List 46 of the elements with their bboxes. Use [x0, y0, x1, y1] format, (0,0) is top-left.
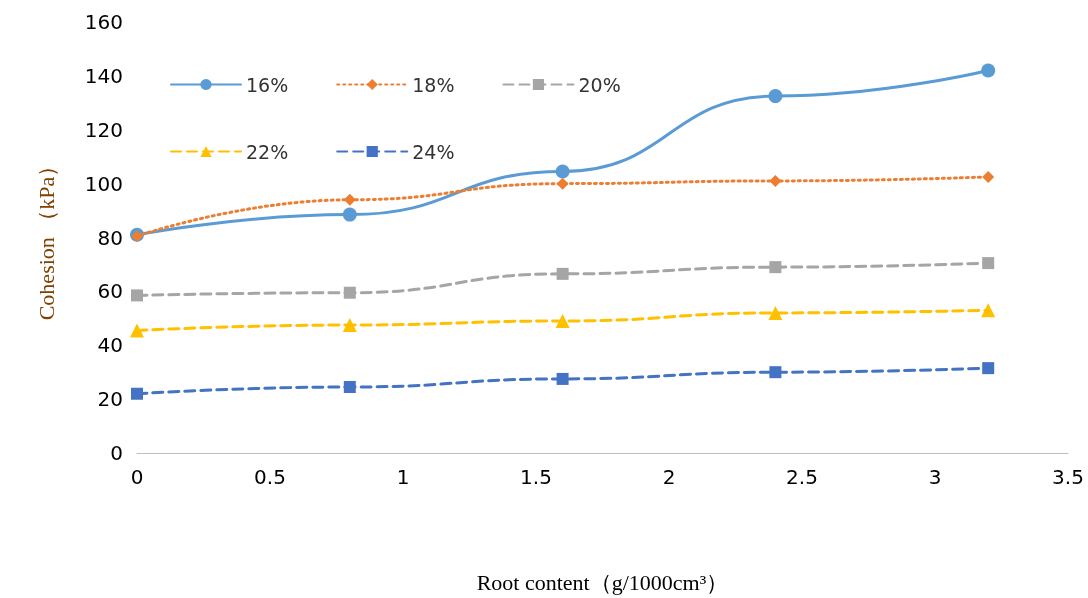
point [343, 381, 356, 393]
point [982, 257, 995, 270]
y-axis-title: Cohesion （kPa） [33, 154, 59, 321]
x-axis-title: Root content（g/1000cm³） [476, 569, 729, 595]
point [131, 289, 143, 302]
x-tick-label: 1 [396, 465, 410, 489]
point [982, 170, 995, 183]
legend-label: 20% [578, 73, 621, 96]
y-tick-label: 0 [110, 441, 123, 465]
x-tick-label: 2.5 [786, 465, 818, 489]
point [769, 366, 782, 379]
x-tick-label: 1.5 [520, 465, 552, 489]
legend-label: 18% [412, 73, 455, 96]
legend-label: 24% [412, 140, 455, 163]
point [556, 177, 569, 190]
x-tick-label: 3 [928, 465, 942, 489]
legend-label: 22% [246, 140, 289, 163]
point [768, 305, 783, 320]
point [769, 174, 782, 187]
y-tick-label: 80 [97, 225, 123, 250]
point [981, 303, 996, 318]
x-tick-label: 0 [130, 465, 144, 489]
point [982, 362, 995, 375]
y-tick-label: 20 [97, 387, 123, 412]
y-tick-label: 100 [84, 171, 123, 196]
x-tick-label: 3.5 [1052, 465, 1084, 489]
point [768, 89, 783, 104]
y-tick-label: 40 [97, 333, 123, 358]
point [342, 318, 357, 333]
y-tick-label: 120 [84, 117, 123, 142]
point [555, 314, 570, 329]
legend-label: 16% [246, 73, 289, 96]
x-tick-label: 0.5 [254, 465, 286, 489]
point [130, 323, 144, 338]
point [556, 372, 569, 385]
y-tick-label: 140 [84, 63, 123, 88]
point [342, 207, 357, 222]
point [981, 63, 996, 78]
y-tick-label: 160 [84, 10, 123, 34]
point [343, 286, 356, 299]
point [556, 267, 569, 280]
point [769, 261, 782, 274]
point [555, 164, 570, 179]
y-tick-label: 60 [97, 279, 123, 304]
point [131, 387, 143, 400]
x-tick-label: 2 [662, 465, 676, 489]
